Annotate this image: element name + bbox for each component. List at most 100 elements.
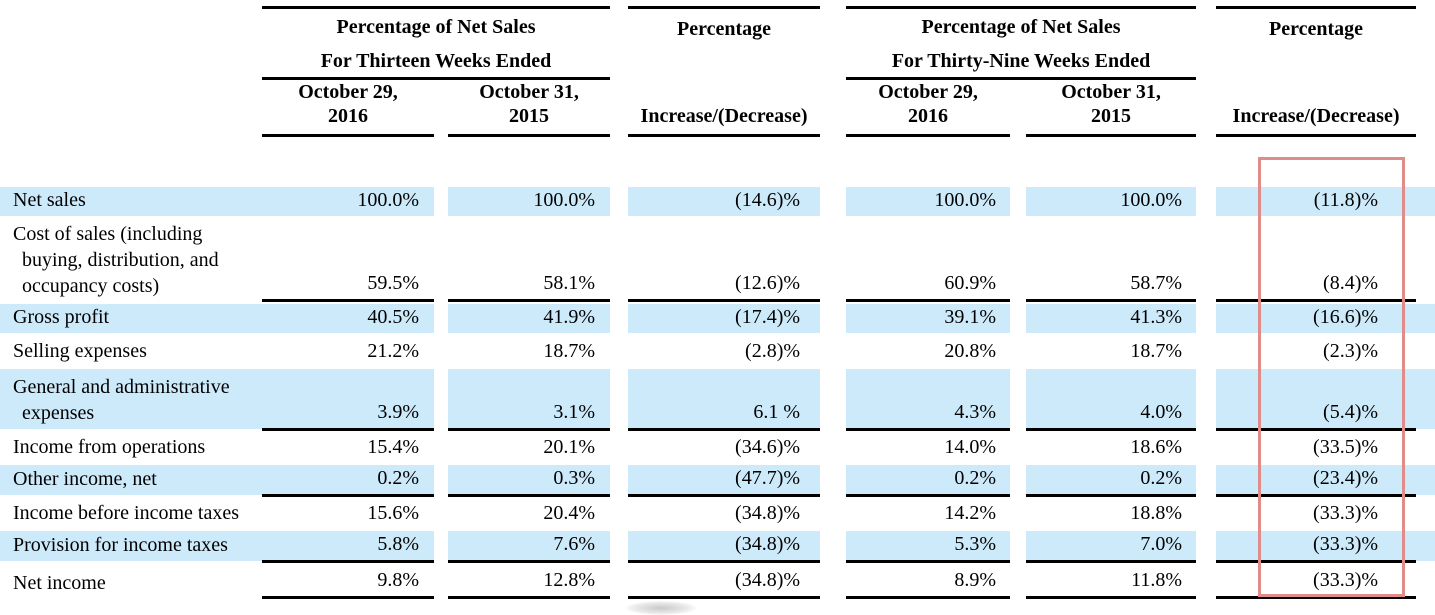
header-subcol-row: October 29, 2016 October 31, 2015 Increase… [0,80,1435,137]
cell-value: 15.6% [367,502,419,524]
cell-value: 0.2% [1026,463,1197,497]
column-gap [434,431,448,463]
column-gap [610,185,628,218]
column-gap [1196,431,1216,463]
column-gap [434,367,448,431]
row-label: General and administrative expenses [0,367,262,431]
column-gap [1010,367,1026,431]
increase-decrease-label: Increase/(Decrease) [1232,105,1400,127]
column-gap [610,529,628,563]
date-line2: 2016 [908,105,949,127]
row-label: Selling expenses [0,335,262,367]
column-header-oct31-2015-13wk: October 31, 2015 [448,80,611,137]
row-label-line: Provision for income taxes [13,534,228,556]
column-gap [1010,185,1026,218]
header-spacer [1416,6,1435,80]
cell-value: (33.5)% [1313,436,1379,458]
table-row: Income from operations 15.4% 20.1% (34.6)% 1… [0,431,1435,463]
cell-value: 41.9% [448,302,611,335]
cell-value: (23.4)% [1216,463,1417,497]
cell-value: (34.8)% [735,502,801,524]
row-trailing-fill [1416,431,1435,463]
row-label-line: Net sales [13,189,86,211]
column-gap [820,302,846,335]
cell-value: 3.9% [262,367,434,431]
table-row: Net sales 100.0% 100.0% (14.6)% 100.0% 100.0%… [0,185,1435,218]
table-row: Gross profit 40.5% 41.9% (17.4)% 39.1% 41.3% (… [0,302,1435,335]
cell-value: (2.8)% [745,340,801,362]
column-header-oct29-2016-39wk: October 29, 2016 [846,80,1011,137]
cell-value: 7.6% [448,529,611,563]
row-label-line: Other income, net [13,468,157,490]
cell-value: 6.1 % [628,367,821,431]
cell-value: (34.8)% [628,563,821,599]
column-gap [434,335,448,367]
date-line1: October 29, [298,81,398,103]
cell-value: 0.2% [846,463,1011,497]
cell-value: (2.3)% [1323,340,1379,362]
cell-value: 20.1% [543,436,596,458]
column-gap [820,335,846,367]
date-line2: 2015 [1091,105,1132,127]
column-gap [820,185,846,218]
cell-value: 14.2% [944,502,997,524]
header-spacer [820,80,846,137]
date-line2: 2015 [509,105,549,127]
cell-value: 58.7% [1026,218,1197,302]
cell-value: 4.0% [1026,367,1197,431]
row-trailing-fill [1416,529,1435,563]
row-label: Net sales [0,185,262,218]
highlight-annotation-box [1258,157,1405,597]
group-subtitle: Percentage [677,18,772,40]
cell-value: 3.1% [448,367,611,431]
header-spacer [1196,80,1216,137]
cell-value: (8.4)% [1216,218,1417,302]
group-title: Percentage of Net Sales [336,16,536,38]
column-gap [1010,218,1026,302]
cell-value: 60.9% [846,218,1011,302]
row-label-line: Selling expenses [13,340,147,362]
column-header-oct29-2016-13wk: October 29, 2016 [262,80,434,137]
cell-value: 5.3% [846,529,1011,563]
cell-value: (5.4)% [1216,367,1417,431]
row-label-line: General and administrative [13,376,230,398]
column-gap [1196,302,1216,335]
column-gap [434,302,448,335]
header-group-thirty-nine-weeks: Percentage of Net Sales For Thirty-Nine … [846,6,1197,80]
column-gap [610,463,628,497]
column-gap [1196,367,1216,431]
cell-value: 20.4% [543,502,596,524]
table-row: Other income, net 0.2% 0.3% (47.7)% 0.2% 0.2%… [0,463,1435,497]
cell-value: (47.7)% [628,463,821,497]
date-line1: October 31, [1061,81,1161,103]
column-gap [610,302,628,335]
row-trailing-fill [1416,185,1435,218]
column-gap [820,431,846,463]
group-subtitle: For Thirty-Nine Weeks Ended [891,50,1151,72]
cell-value: 41.3% [1026,302,1197,335]
column-gap [434,185,448,218]
row-label: Cost of sales (including buying, distribu… [0,218,262,302]
cell-value: 8.9% [846,563,1011,599]
row-label-line: Income before income taxes [13,502,240,524]
cell-value: (34.8)% [628,529,821,563]
row-trailing-fill [1416,497,1435,529]
cell-value: (34.6)% [735,436,801,458]
column-gap [1010,529,1026,563]
cell-value: 39.1% [846,302,1011,335]
table-row: Cost of sales (including buying, distribu… [0,218,1435,302]
row-label-line: expenses [22,402,95,424]
row-trailing-fill [1416,367,1435,431]
column-gap [1010,497,1026,529]
column-gap [1010,302,1026,335]
header-empty-cell [0,80,262,137]
cell-value: 5.8% [262,529,434,563]
cell-value: 11.8% [1026,563,1197,599]
row-trailing-fill [1416,302,1435,335]
row-label-line: Gross profit [13,306,110,328]
cell-value: 58.1% [448,218,611,302]
header-group-percentage-39wk: Percentage [1216,6,1417,80]
header-spacer [1416,80,1435,137]
date-line1: October 31, [479,81,579,103]
column-header-increase-decrease-13wk: Increase/(Decrease) [628,80,821,137]
